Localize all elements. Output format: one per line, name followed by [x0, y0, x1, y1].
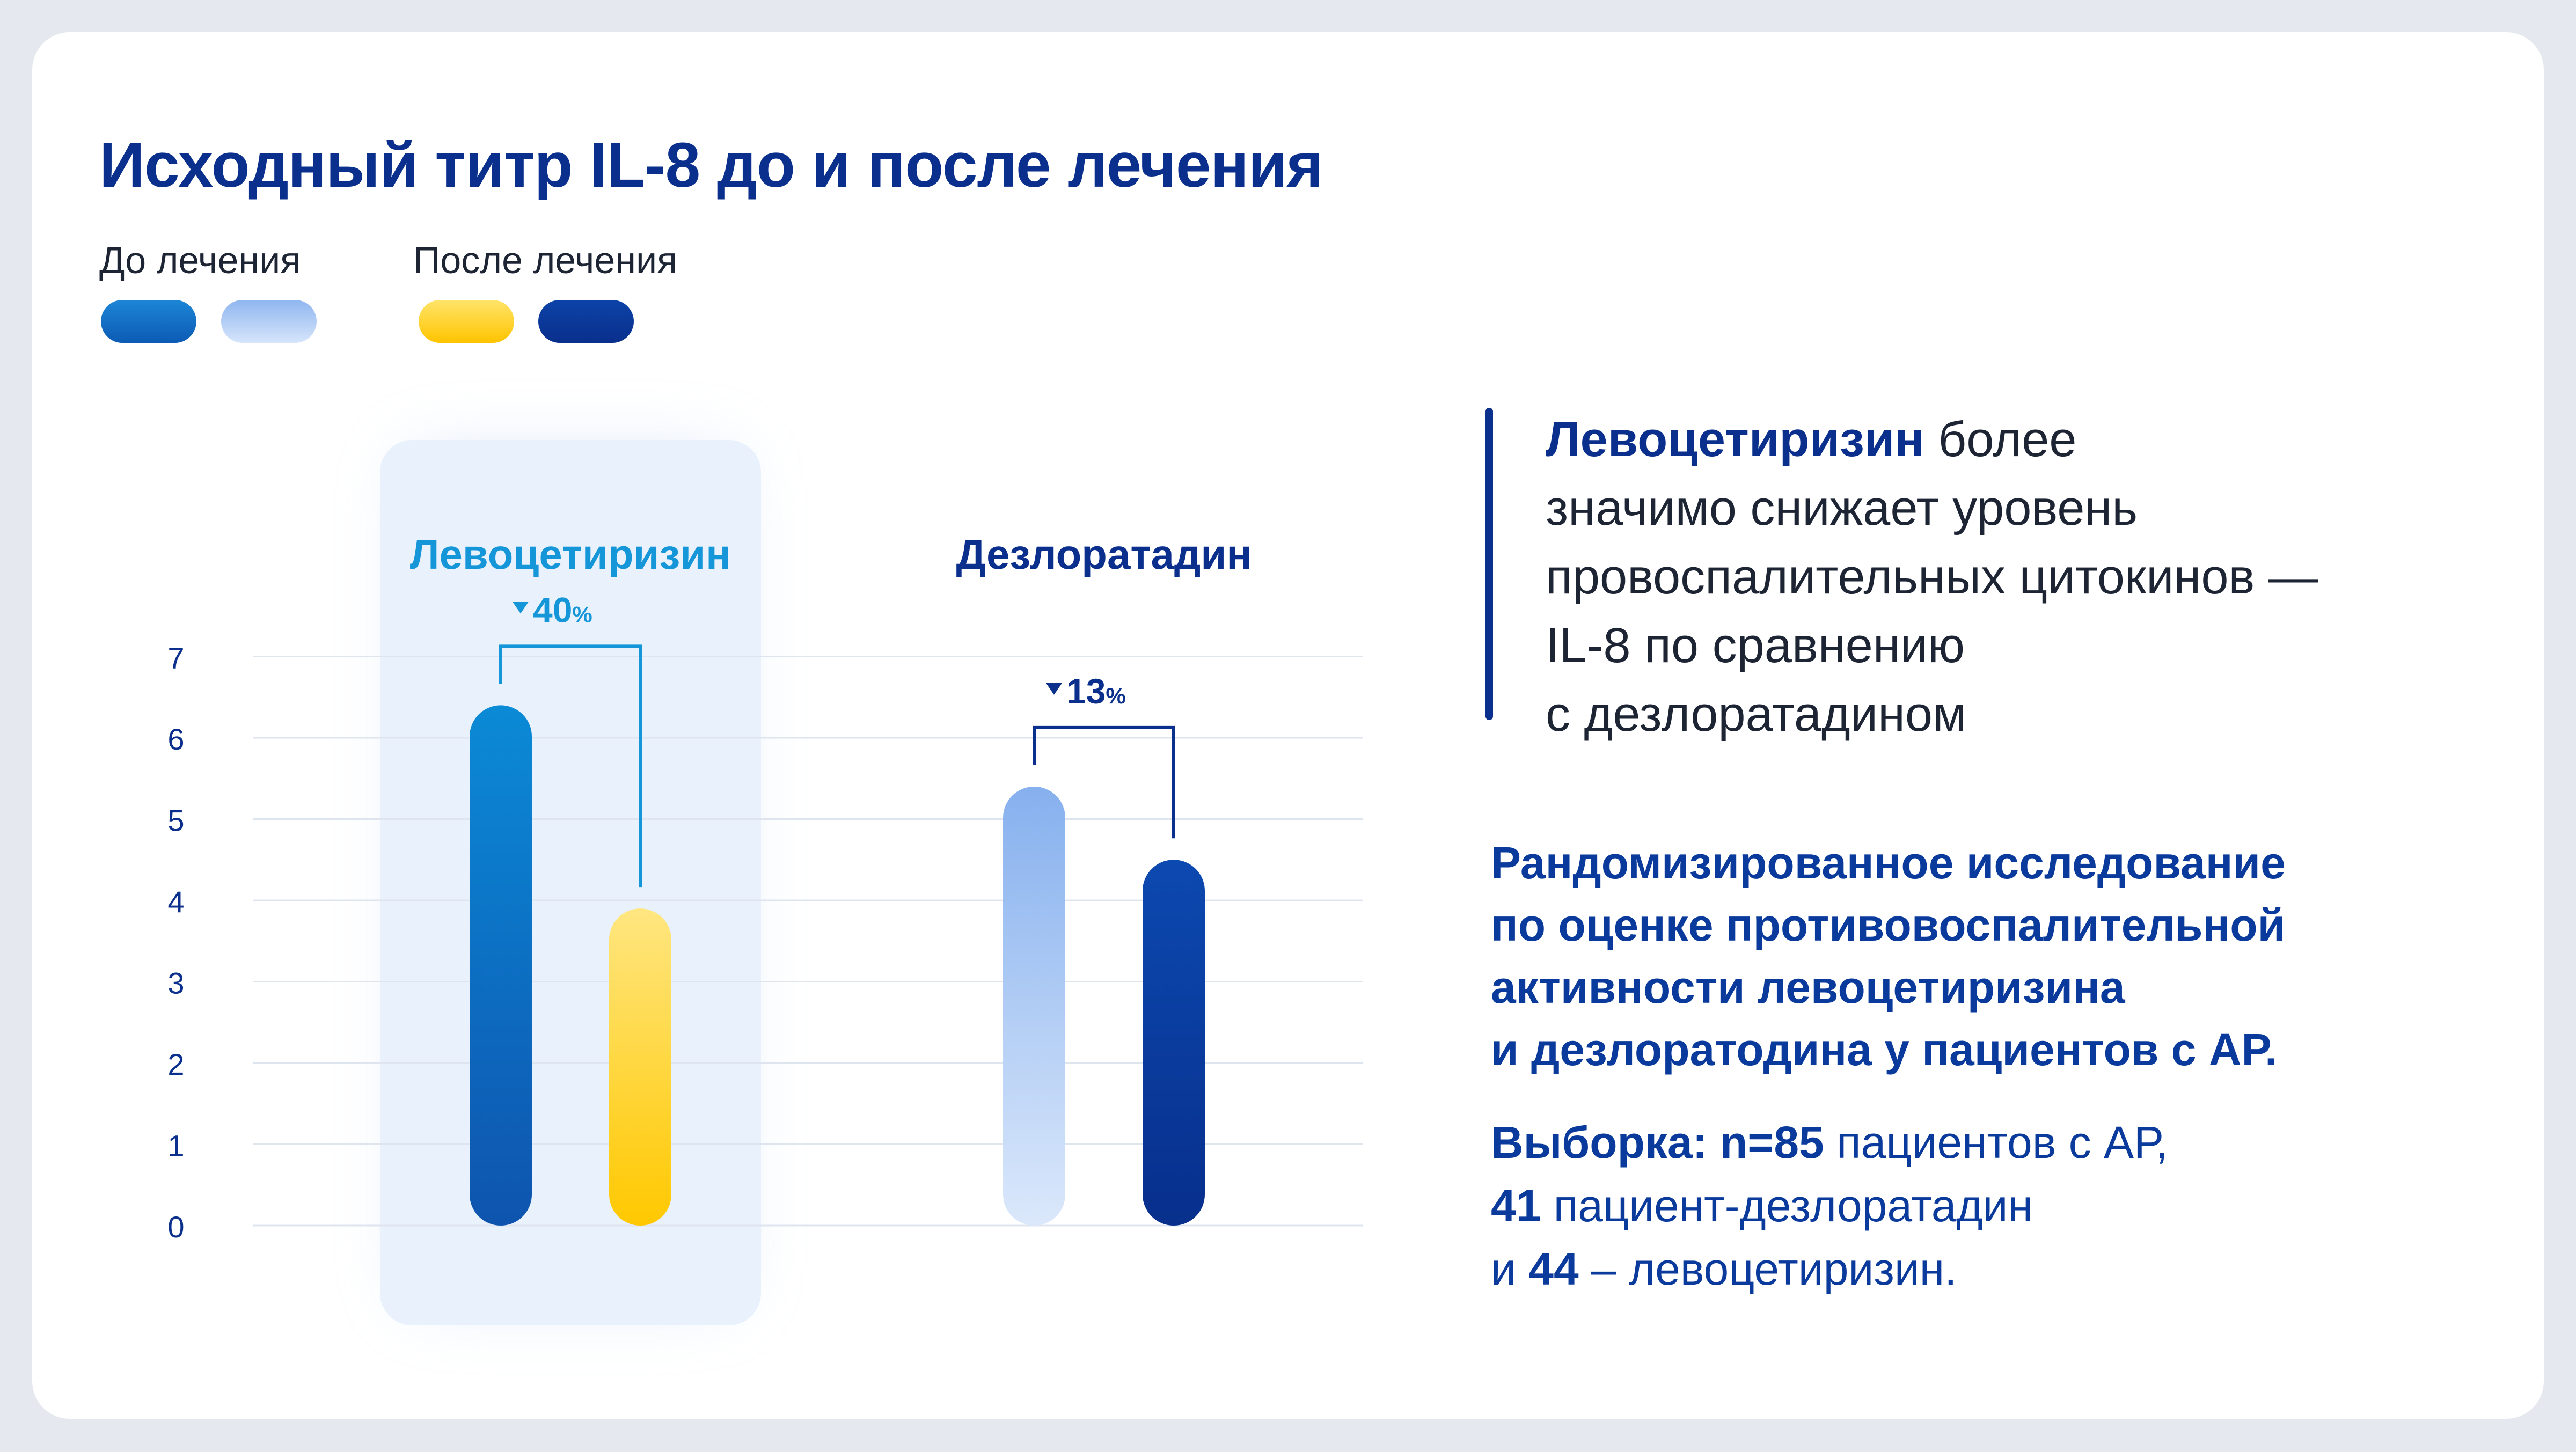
- study-line-2: по оценке противовоспалительной: [1491, 900, 2286, 950]
- sample-levo-count: 44: [1528, 1244, 1579, 1294]
- sample-size: Выборка: n=85: [1491, 1117, 1824, 1168]
- chart-title: Исходный титр IL-8 до и после лечения: [99, 130, 1323, 201]
- legend-swatch-levo-before: [101, 300, 196, 343]
- legend-swatch-deslo-after: [538, 300, 634, 343]
- y-tick-label: 2: [167, 1047, 184, 1081]
- sample-info: Выборка: n=85 пациентов с АР, 41 пациент…: [1491, 1111, 2414, 1301]
- quote-drug-name: Левоцетиризин: [1546, 412, 1924, 467]
- change-bracket: [499, 644, 642, 888]
- sample-text-2: пациент-дезлоратадин: [1541, 1180, 2033, 1231]
- study-line-3: активности левоцетиризина: [1491, 962, 2125, 1013]
- legend-after-label: После лечения: [413, 239, 677, 281]
- y-tick-label: 1: [167, 1129, 184, 1163]
- key-finding: Левоцетиризин более значимо снижает уров…: [1546, 405, 2404, 749]
- quote-line-2: значимо снижает уровень: [1546, 481, 2138, 536]
- change-value-unit: %: [1106, 683, 1125, 708]
- change-value-number: 13: [1066, 671, 1106, 711]
- sample-deslo-count: 41: [1491, 1180, 1541, 1231]
- category-label: Левоцетиризин: [410, 531, 731, 578]
- bar: [1143, 860, 1205, 1226]
- bar: [609, 908, 671, 1226]
- y-tick-label: 4: [167, 885, 184, 919]
- change-value: 40%: [533, 590, 592, 629]
- y-tick-label: 5: [167, 804, 184, 838]
- change-bracket: [1033, 725, 1175, 839]
- y-tick-label: 6: [167, 722, 184, 756]
- study-description: Рандомизированное исследование по оценке…: [1491, 832, 2414, 1081]
- change-value: 13%: [1066, 671, 1126, 711]
- bar: [470, 705, 532, 1226]
- legend-swatch-levo-after: [419, 300, 514, 343]
- sample-text-3b: – левоцетиризин.: [1578, 1244, 1957, 1294]
- study-line-1: Рандомизированное исследование: [1491, 838, 2286, 888]
- legend-before-label: До лечения: [99, 239, 301, 281]
- quote-line-3: провоспалительных цитокинов —: [1546, 549, 2318, 604]
- quote-line-5: с дезлоратадином: [1546, 687, 1967, 742]
- quote-accent-bar: [1485, 408, 1493, 720]
- content-card: Исходный титр IL-8 до и после лечения До…: [32, 32, 2544, 1419]
- sample-text-1: пациентов с АР,: [1824, 1117, 2168, 1168]
- quote-line-1: более: [1924, 412, 2077, 467]
- y-tick-label: 0: [167, 1210, 184, 1244]
- sample-text-3a: и: [1491, 1244, 1529, 1294]
- bar: [1003, 786, 1065, 1226]
- change-value-unit: %: [572, 602, 592, 627]
- change-value-number: 40: [533, 590, 572, 629]
- y-tick-label: 3: [167, 966, 184, 1000]
- category-label: Дезлоратадин: [956, 531, 1252, 578]
- down-arrow-icon: [513, 602, 529, 614]
- down-arrow-icon: [1046, 683, 1062, 695]
- quote-line-4: IL-8 по сравнению: [1546, 618, 1965, 673]
- legend-swatch-deslo-before: [221, 300, 317, 343]
- y-tick-label: 7: [167, 641, 184, 675]
- study-line-4: и дезлоратодина у пациентов с АР.: [1491, 1024, 2278, 1075]
